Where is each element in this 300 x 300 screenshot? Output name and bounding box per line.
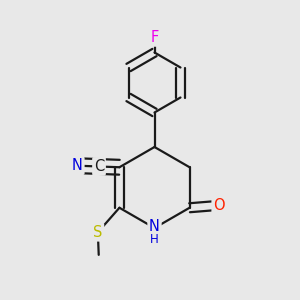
Text: F: F (150, 30, 159, 45)
Text: S: S (93, 225, 103, 240)
Text: C: C (94, 159, 104, 174)
Text: H: H (150, 233, 159, 246)
Text: O: O (213, 198, 225, 213)
Text: N: N (72, 158, 83, 173)
Text: N: N (149, 219, 160, 234)
